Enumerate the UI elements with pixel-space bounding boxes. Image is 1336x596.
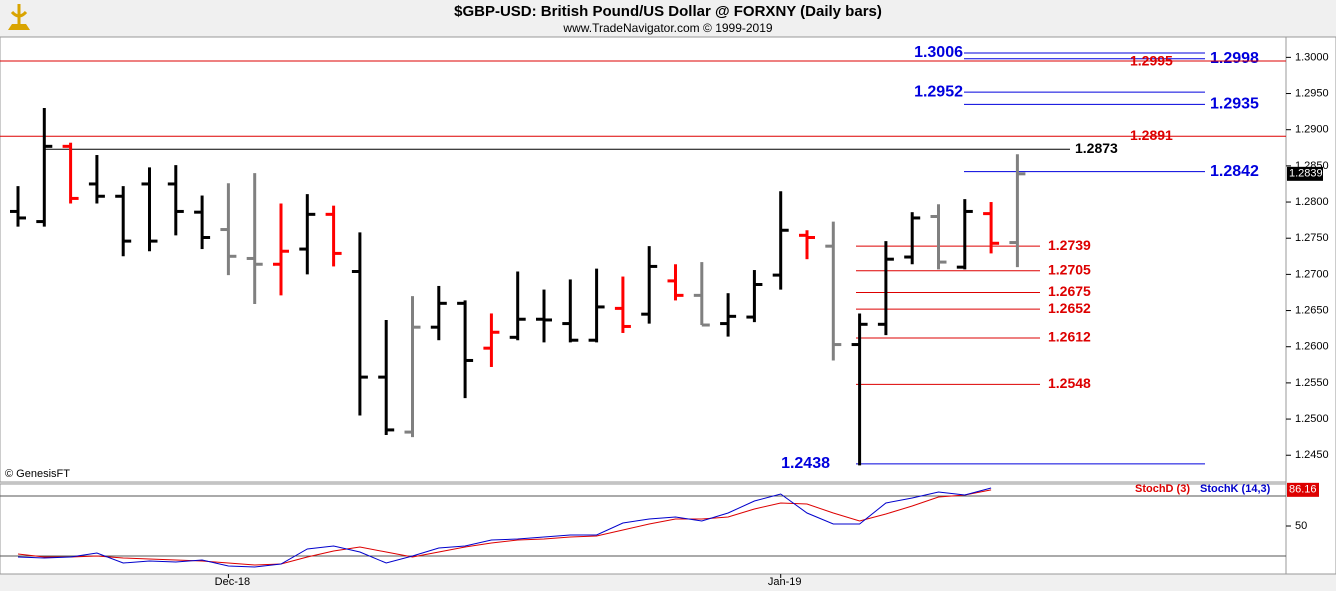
stoch-line bbox=[17, 487, 992, 568]
level-label: 1.2873 bbox=[1075, 140, 1118, 156]
level-label: 1.2612 bbox=[1048, 329, 1091, 345]
logo bbox=[8, 4, 30, 30]
y-tick-label: 1.2900 bbox=[1295, 124, 1329, 136]
level-label: 1.2438 bbox=[781, 455, 830, 472]
y-tick-label: 1.2750 bbox=[1295, 232, 1329, 244]
level-label: 1.2891 bbox=[1130, 127, 1173, 143]
legend-label: StochK (14,3) bbox=[1200, 483, 1271, 495]
y-tick-label: 1.2800 bbox=[1295, 196, 1329, 208]
y-tick-label: 1.2700 bbox=[1295, 268, 1329, 280]
level-label: 1.2935 bbox=[1210, 96, 1259, 113]
level-label: 1.2739 bbox=[1048, 237, 1091, 253]
level-label: 1.2842 bbox=[1210, 163, 1259, 180]
stoch-panel bbox=[0, 483, 1287, 575]
x-tick-label: Dec-18 bbox=[215, 576, 250, 588]
level-label: 1.2995 bbox=[1130, 53, 1173, 69]
last-price-box bbox=[1287, 166, 1323, 181]
level-label: 1.3006 bbox=[914, 44, 963, 61]
stoch-line bbox=[17, 489, 992, 566]
last-price-label: 1.2839 bbox=[1289, 168, 1323, 180]
level-label: 1.2548 bbox=[1048, 375, 1091, 391]
level-label: 1.2705 bbox=[1048, 261, 1091, 277]
level-label: 1.2652 bbox=[1048, 300, 1091, 316]
stoch-value-box bbox=[1287, 482, 1319, 497]
chart-title: $GBP-USD: British Pound/US Dollar @ FORX… bbox=[454, 3, 882, 20]
level-label: 1.2952 bbox=[914, 83, 963, 100]
y-tick-label: 1.2600 bbox=[1295, 341, 1329, 353]
y-tick-label: 50 bbox=[1295, 520, 1307, 532]
y-tick-label: 1.2500 bbox=[1295, 413, 1329, 425]
y-tick-label: 1.2550 bbox=[1295, 377, 1329, 389]
y-tick-label: 1.2450 bbox=[1295, 449, 1329, 461]
level-label: 1.2998 bbox=[1210, 50, 1259, 67]
legend-label: StochD (3) bbox=[1135, 483, 1190, 495]
stoch-value-label: 86.16 bbox=[1289, 484, 1317, 496]
copyright: © GenesisFT bbox=[5, 468, 70, 480]
x-tick-label: Jan-19 bbox=[768, 576, 802, 588]
y-tick-label: 1.3000 bbox=[1295, 51, 1329, 63]
level-label: 1.2675 bbox=[1048, 283, 1091, 299]
y-tick-label: 1.2950 bbox=[1295, 87, 1329, 99]
chart-subtitle: www.TradeNavigator.com © 1999-2019 bbox=[562, 21, 772, 35]
y-tick-label: 1.2650 bbox=[1295, 304, 1329, 316]
price-panel bbox=[0, 36, 1287, 483]
